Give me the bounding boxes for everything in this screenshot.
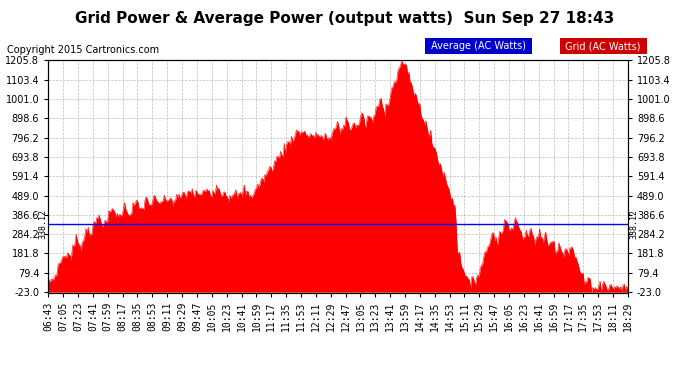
Text: Grid (AC Watts): Grid (AC Watts) <box>562 41 644 51</box>
Text: Copyright 2015 Cartronics.com: Copyright 2015 Cartronics.com <box>7 45 159 55</box>
Text: 338.12: 338.12 <box>39 209 48 239</box>
Text: 338.12: 338.12 <box>629 209 638 239</box>
Text: Grid Power & Average Power (output watts)  Sun Sep 27 18:43: Grid Power & Average Power (output watts… <box>75 11 615 26</box>
Text: Average (AC Watts): Average (AC Watts) <box>428 41 529 51</box>
